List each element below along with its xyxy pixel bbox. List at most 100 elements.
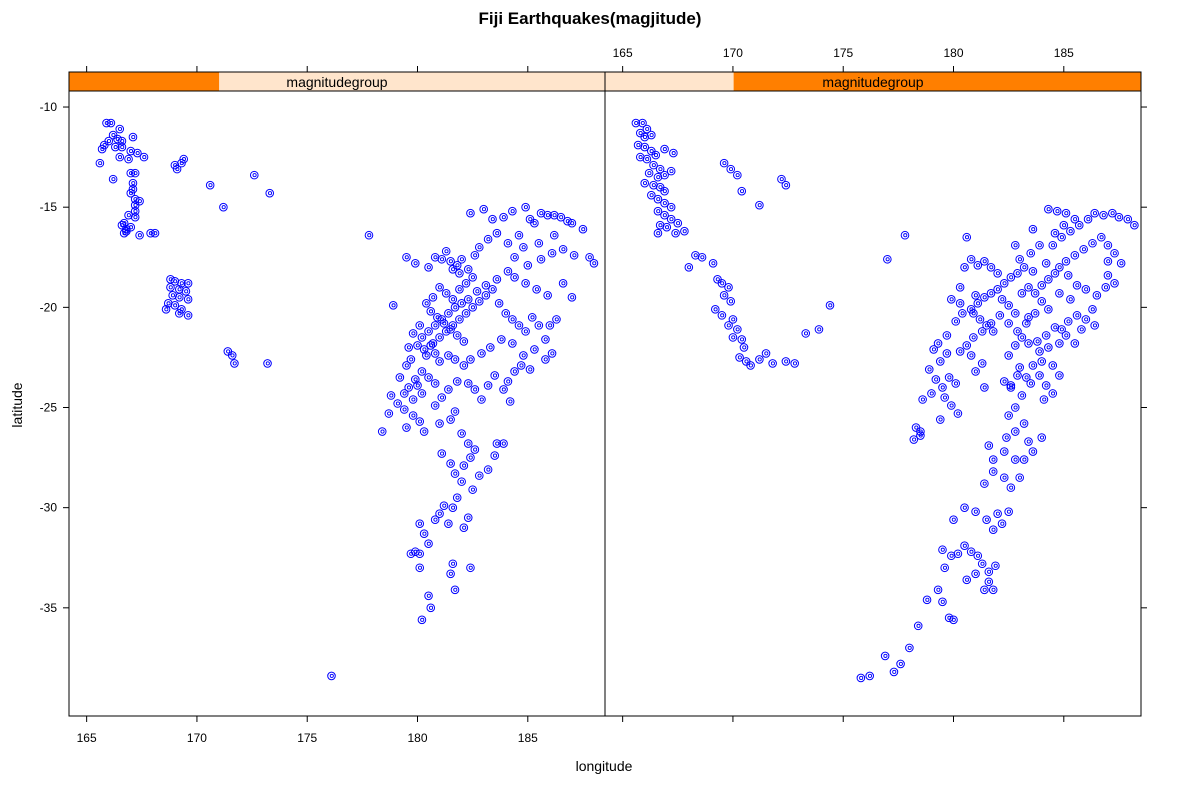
panel-frame — [604, 90, 1142, 717]
data-point — [635, 128, 645, 138]
data-point — [177, 279, 186, 288]
data-point-core — [1046, 207, 1051, 212]
data-point — [483, 381, 493, 390]
data-point-core — [1017, 365, 1023, 370]
data-point-core — [1057, 291, 1062, 296]
data-point-core — [519, 363, 524, 368]
data-point — [113, 134, 122, 144]
data-point — [662, 222, 672, 232]
data-point-core — [1051, 391, 1056, 396]
data-point-core — [1086, 217, 1091, 222]
data-point — [814, 325, 824, 334]
data-point-core — [1095, 293, 1100, 298]
data-point-core — [1037, 373, 1042, 378]
data-point — [1050, 323, 1060, 332]
data-point-core — [980, 561, 985, 566]
data-point-core — [1057, 265, 1062, 270]
data-point — [183, 295, 193, 304]
data-point-core — [537, 323, 542, 328]
data-point-core — [570, 221, 575, 226]
data-point — [1066, 226, 1075, 236]
data-point — [364, 230, 374, 240]
data-point-core — [468, 565, 473, 570]
data-point — [1022, 373, 1031, 382]
data-point — [1004, 411, 1013, 420]
data-point — [488, 285, 497, 294]
data-point — [468, 303, 477, 312]
data-point — [1090, 321, 1099, 330]
data-point-core — [545, 293, 551, 298]
data-point-core — [451, 561, 456, 566]
data-point-core — [470, 487, 476, 492]
data-point-core — [982, 295, 987, 300]
data-point-core — [1073, 341, 1078, 346]
data-point — [947, 295, 956, 304]
data-point-core — [958, 285, 963, 290]
data-point — [519, 351, 528, 360]
data-point — [404, 343, 413, 352]
data-point-core — [433, 255, 438, 260]
data-point-core — [662, 147, 667, 152]
data-point — [547, 248, 557, 258]
data-point — [1063, 317, 1073, 326]
data-point — [913, 621, 923, 631]
data-point — [1070, 214, 1080, 224]
data-point-core — [492, 453, 498, 458]
data-point — [1079, 244, 1088, 254]
data-point-core — [422, 429, 427, 434]
data-point — [1015, 254, 1024, 264]
data-point-core — [953, 319, 959, 324]
data-point — [680, 226, 689, 236]
data-point-core — [517, 323, 522, 328]
data-point — [461, 309, 471, 318]
data-point-core — [126, 213, 131, 218]
data-point-core — [431, 295, 436, 300]
data-point — [430, 515, 440, 524]
data-point — [474, 471, 484, 480]
data-point-core — [912, 437, 917, 442]
data-point-core — [499, 337, 504, 342]
data-point-core — [232, 361, 237, 366]
data-point-core — [669, 169, 674, 174]
data-point-core — [1031, 227, 1036, 232]
data-point — [971, 569, 980, 579]
data-point — [1030, 309, 1040, 318]
data-point — [448, 264, 458, 274]
data-point-core — [470, 275, 476, 280]
data-point — [384, 409, 394, 418]
data-point-core — [413, 261, 418, 266]
data-point — [428, 339, 438, 348]
data-point-core — [1002, 379, 1007, 384]
data-point — [755, 355, 764, 364]
data-point-core — [464, 311, 469, 316]
data-point-core — [931, 347, 937, 352]
data-point — [452, 377, 462, 386]
data-point — [95, 158, 105, 168]
data-point — [481, 291, 491, 300]
data-point — [691, 250, 700, 260]
data-point — [514, 230, 524, 240]
data-point-core — [1015, 373, 1020, 378]
data-point-core — [186, 297, 191, 302]
data-point-core — [428, 605, 434, 610]
data-point — [422, 299, 431, 308]
points-group — [95, 118, 599, 681]
data-point — [128, 132, 138, 142]
data-point-core — [448, 571, 453, 576]
data-point-core — [528, 217, 533, 222]
data-point — [119, 228, 129, 238]
data-point — [960, 262, 969, 272]
data-point-core — [406, 385, 412, 390]
data-point — [973, 551, 983, 561]
data-point — [962, 341, 972, 350]
data-point-core — [395, 401, 401, 406]
data-point-core — [451, 267, 456, 272]
data-point — [660, 210, 669, 220]
data-point-core — [953, 381, 959, 386]
data-point — [801, 329, 811, 338]
data-point — [1041, 331, 1051, 340]
data-point — [1130, 220, 1139, 230]
data-point-core — [495, 231, 500, 236]
data-point — [177, 158, 186, 168]
data-point-core — [676, 221, 681, 226]
